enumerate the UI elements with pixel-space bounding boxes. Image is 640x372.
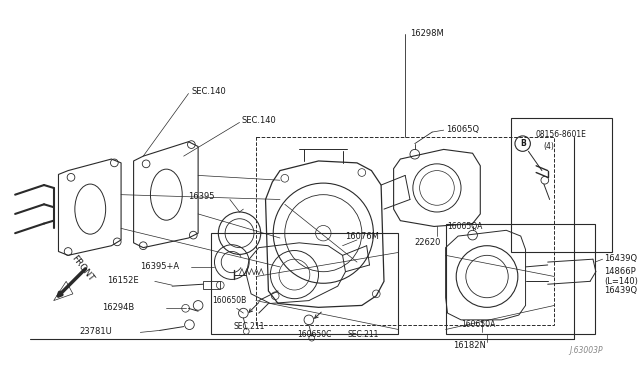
Text: 16439Q: 16439Q xyxy=(605,254,637,263)
Text: SEC.211: SEC.211 xyxy=(348,330,379,339)
Text: 16395: 16395 xyxy=(189,192,215,201)
Text: 22620: 22620 xyxy=(415,238,441,247)
Bar xyxy=(211,233,399,334)
Bar xyxy=(511,118,612,253)
Text: B: B xyxy=(520,139,525,148)
Text: 16065QA: 16065QA xyxy=(447,222,483,231)
Bar xyxy=(445,224,595,334)
Text: 16298M: 16298M xyxy=(410,29,444,38)
Text: 16294B: 16294B xyxy=(102,303,134,312)
Text: 14866P: 14866P xyxy=(605,267,636,276)
Text: 16439Q: 16439Q xyxy=(605,286,637,295)
Polygon shape xyxy=(54,281,73,301)
Text: 160650A: 160650A xyxy=(461,320,495,329)
Text: 160650C: 160650C xyxy=(298,330,332,339)
Text: SEC.211: SEC.211 xyxy=(234,322,265,331)
Text: 08156-8601E: 08156-8601E xyxy=(535,131,586,140)
Bar xyxy=(203,281,220,289)
Bar xyxy=(256,137,554,325)
Text: J.63003P: J.63003P xyxy=(569,346,603,356)
Text: 16395+A: 16395+A xyxy=(140,262,179,272)
Text: (4): (4) xyxy=(543,142,554,151)
Text: 16182N: 16182N xyxy=(453,341,486,350)
Text: 16076M: 16076M xyxy=(346,232,380,241)
Text: 16065Q: 16065Q xyxy=(447,125,480,134)
Text: SEC.140: SEC.140 xyxy=(241,116,276,125)
Text: 23781U: 23781U xyxy=(79,327,113,336)
Text: 160650B: 160650B xyxy=(212,296,247,305)
Text: SEC.140: SEC.140 xyxy=(191,87,226,96)
Text: 16152E: 16152E xyxy=(107,276,138,285)
Text: (L=140): (L=140) xyxy=(605,277,638,286)
Text: FRONT: FRONT xyxy=(70,254,96,283)
